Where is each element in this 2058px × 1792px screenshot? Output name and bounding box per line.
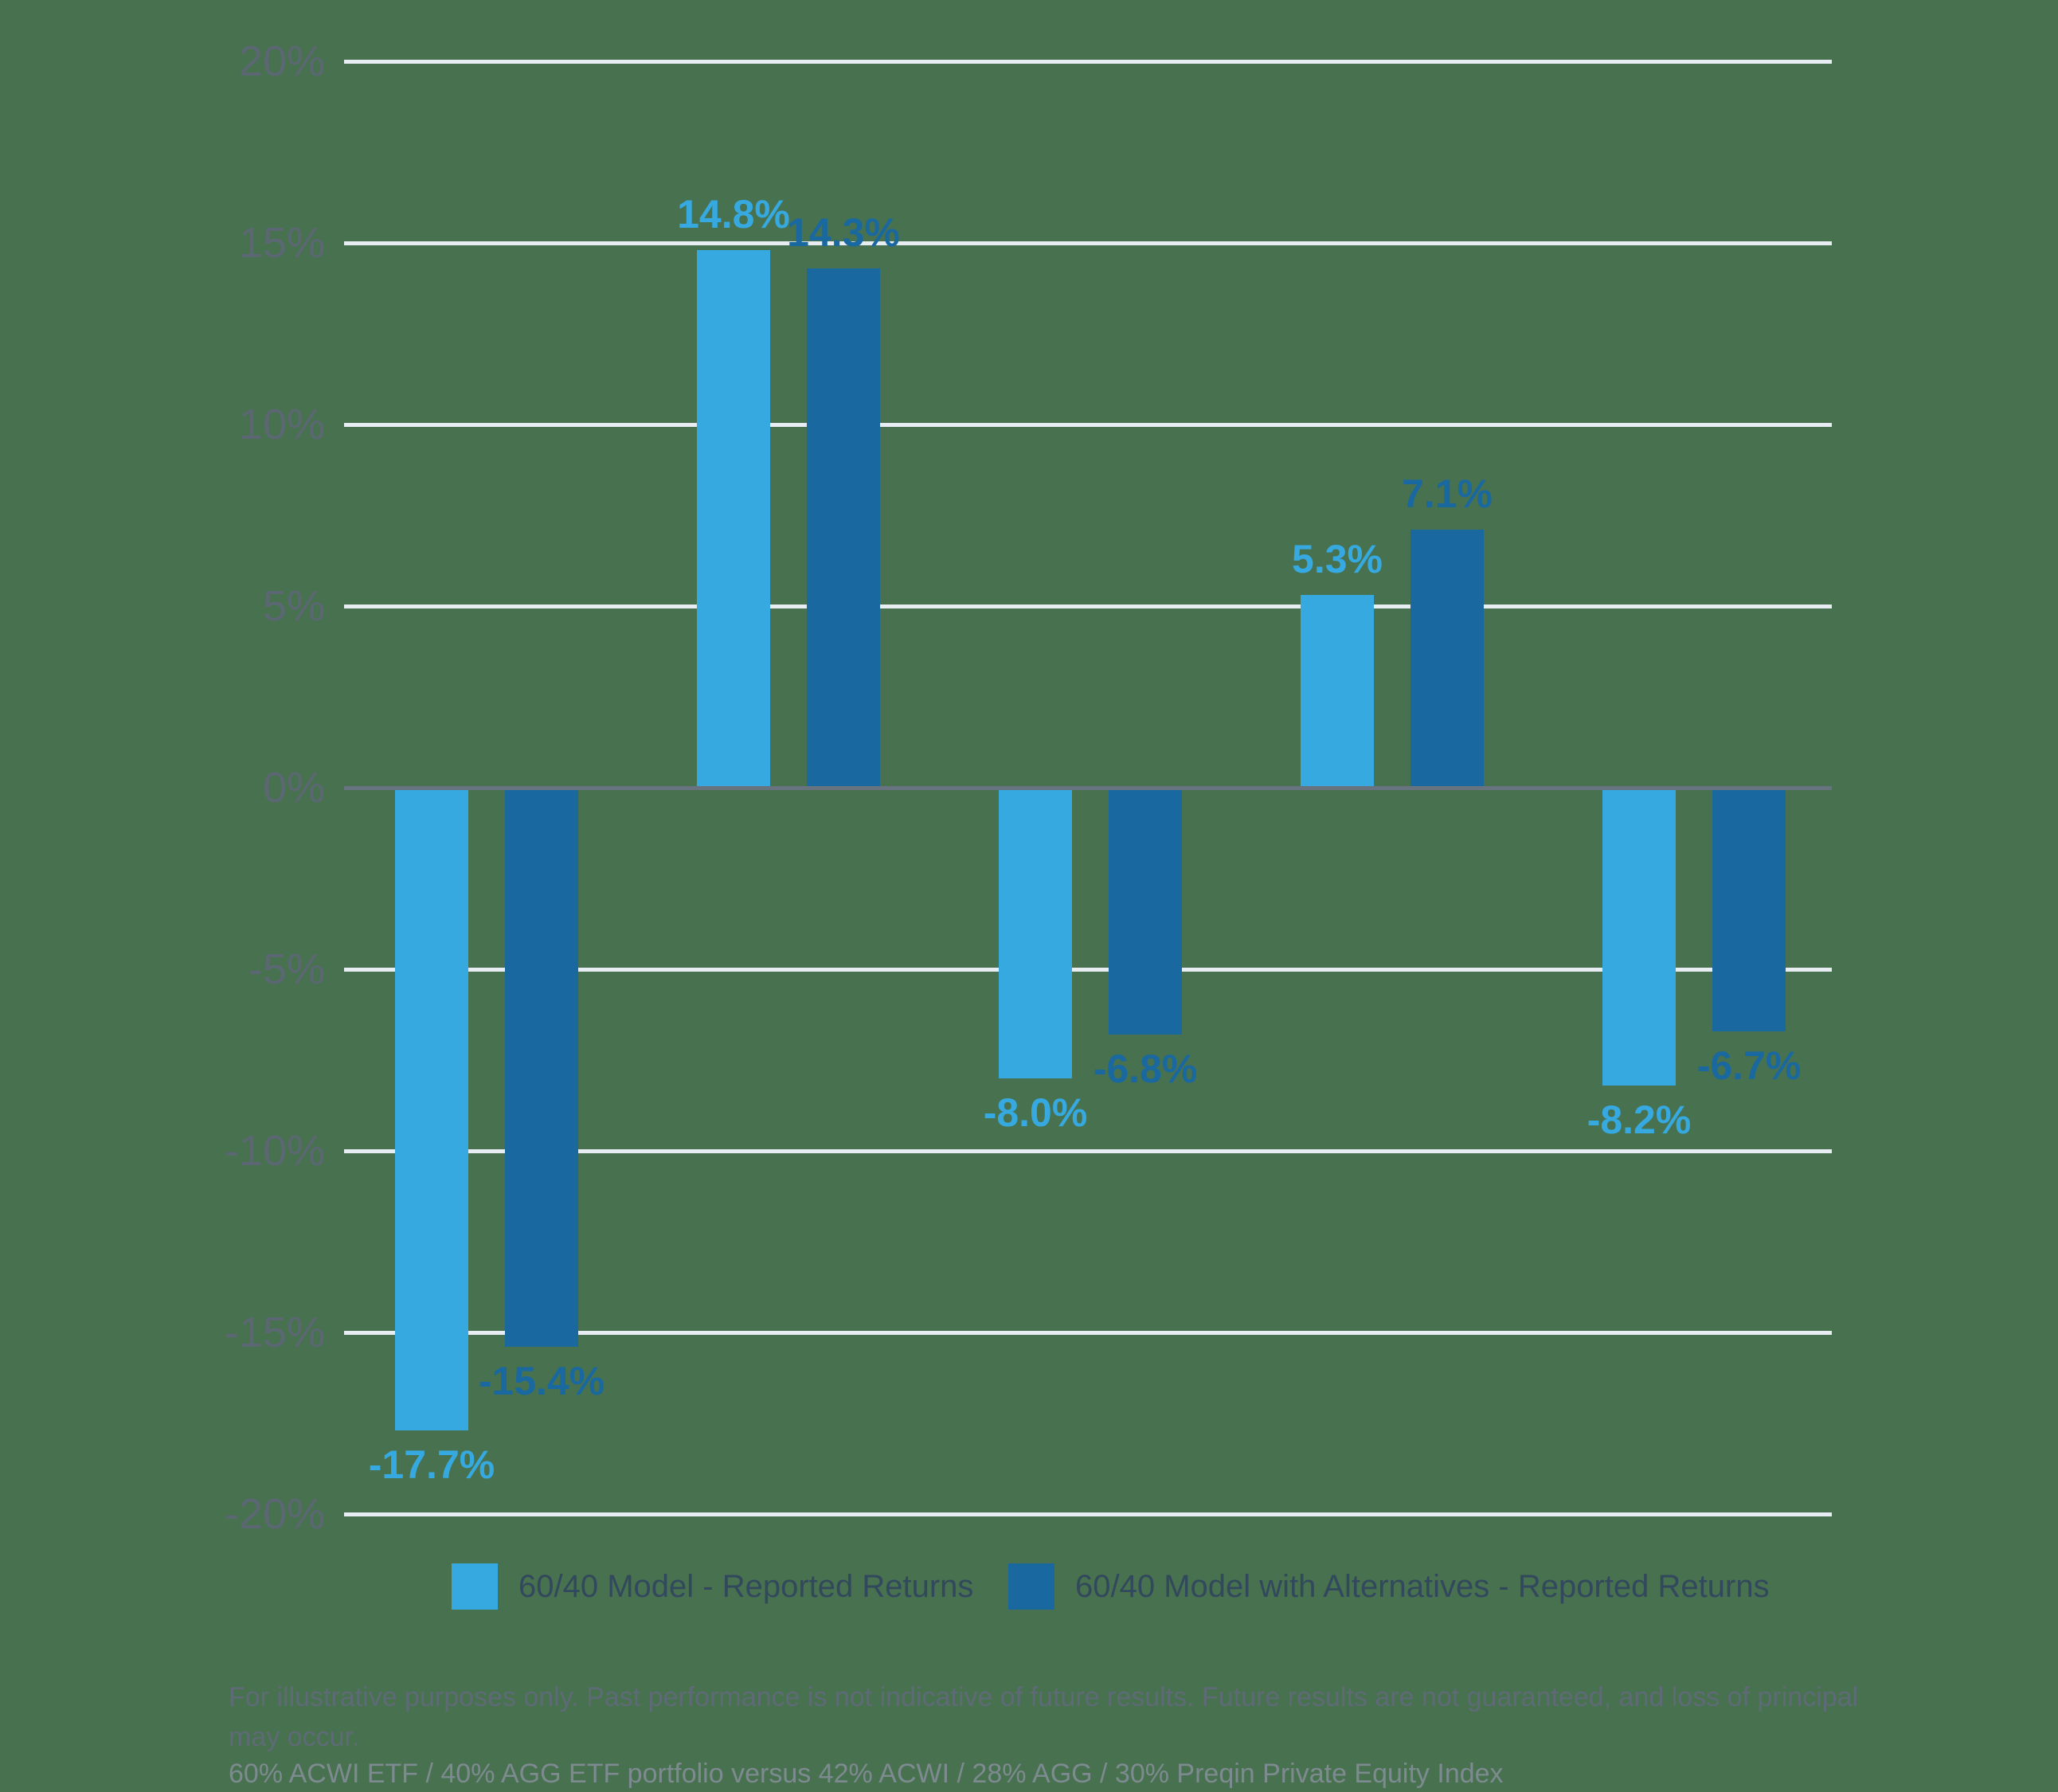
bar-series1-group2	[697, 250, 770, 788]
y-axis-tick-label: -5%	[248, 945, 325, 993]
zero-axis-line	[344, 785, 1832, 790]
bar-series1-group1	[395, 788, 468, 1431]
y-gridline	[344, 604, 1832, 608]
bar-value-label: -8.0%	[983, 1090, 1088, 1135]
bar-series2-group5	[1712, 788, 1786, 1031]
y-axis-tick-label: 15%	[238, 219, 325, 267]
y-gridline	[344, 967, 1832, 972]
y-axis-tick-label: -15%	[224, 1309, 325, 1356]
bar-series1-group5	[1602, 788, 1676, 1086]
bar-series2-group2	[807, 268, 880, 788]
bar-series2-group3	[1109, 788, 1182, 1035]
bar-value-label: -17.7%	[368, 1442, 495, 1488]
y-axis-tick-label: -10%	[224, 1127, 325, 1175]
y-gridline	[344, 1148, 1832, 1153]
bar-value-label: 7.1%	[1402, 471, 1493, 517]
y-axis-tick-label: 20%	[238, 37, 325, 85]
y-gridline	[344, 1330, 1832, 1335]
y-axis-tick-label: 5%	[262, 582, 325, 630]
bar-series1-group3	[999, 788, 1072, 1078]
legend-swatch-60-40-model-with-alternatives	[1008, 1563, 1054, 1610]
y-gridline	[344, 1512, 1832, 1516]
footnote-disclaimer: For illustrative purposes only. Past per…	[229, 1682, 1859, 1752]
footnote-methodology: 60% ACWI ETF / 40% AGG ETF portfolio ver…	[229, 1759, 1504, 1789]
y-axis-tick-label: 0%	[262, 764, 325, 812]
legend-swatch-60-40-model	[452, 1563, 498, 1610]
bar-value-label: -15.4%	[478, 1359, 605, 1404]
legend-item-60-40-model: 60/40 Model - Reported Returns	[452, 1563, 973, 1610]
bar-series1-group4	[1301, 595, 1374, 788]
bar-series2-group4	[1410, 530, 1484, 788]
legend-item-60-40-model-with-alternatives: 60/40 Model with Alternatives - Reported…	[1008, 1563, 1770, 1610]
y-axis-tick-label: -20%	[224, 1490, 325, 1538]
bar-value-label: 5.3%	[1292, 537, 1383, 582]
bar-series2-group1	[505, 788, 578, 1348]
legend-label-60-40-model: 60/40 Model - Reported Returns	[518, 1568, 974, 1604]
legend-label-60-40-model-with-alternatives: 60/40 Model with Alternatives - Reported…	[1075, 1568, 1770, 1604]
y-axis-tick-label: 10%	[238, 401, 325, 448]
bar-value-label: 14.3%	[787, 209, 900, 255]
bar-value-label: 14.8%	[677, 192, 790, 237]
y-gridline	[344, 59, 1832, 64]
y-gridline	[344, 422, 1832, 427]
bar-value-label: -6.7%	[1696, 1043, 1802, 1088]
bar-value-label: -6.8%	[1093, 1047, 1198, 1092]
bar-value-label: -8.2%	[1587, 1097, 1692, 1142]
y-gridline	[344, 241, 1832, 245]
